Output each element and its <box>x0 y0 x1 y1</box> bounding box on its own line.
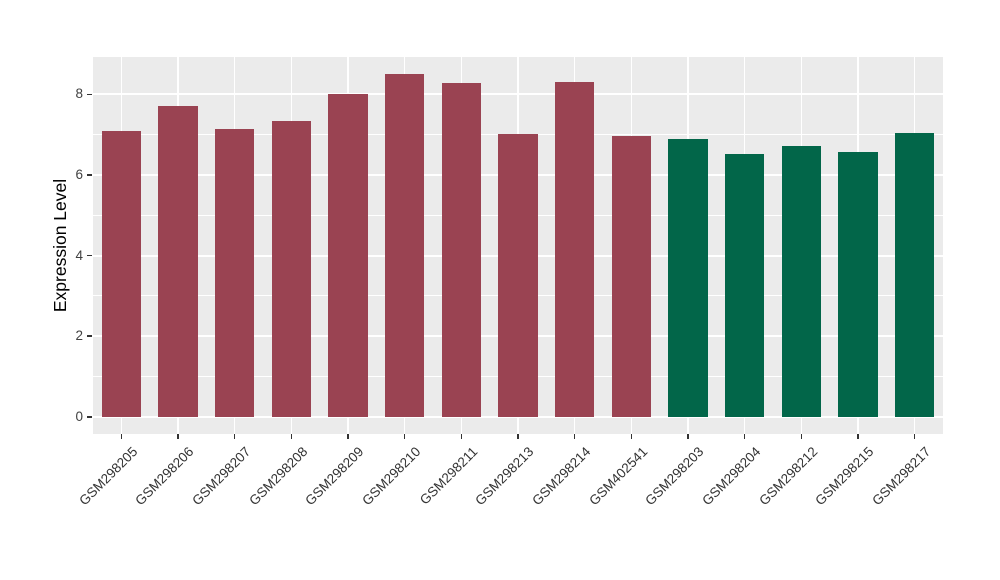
x-tick-label-GSM298215: GSM298215 <box>812 444 877 509</box>
x-tick-mark-GSM402541 <box>630 434 633 439</box>
x-tick-label-GSM298207: GSM298207 <box>189 444 254 509</box>
y-axis-title: Expression Level <box>50 178 71 313</box>
y-tick-label-0: 0 <box>75 408 83 424</box>
x-tick-mark-GSM298210 <box>403 434 406 439</box>
x-tick-label-GSM298206: GSM298206 <box>132 444 197 509</box>
x-tick-mark-GSM298204 <box>743 434 746 439</box>
bar-GSM402541 <box>611 135 652 417</box>
bar-GSM298206 <box>158 105 198 417</box>
x-tick-mark-GSM298208 <box>290 434 293 439</box>
x-tick-label-GSM298210: GSM298210 <box>359 444 424 509</box>
bar-GSM298209 <box>328 94 368 417</box>
x-tick-mark-GSM298203 <box>687 434 689 439</box>
x-tick-mark-GSM298217 <box>913 434 916 439</box>
bar-GSM298205 <box>101 130 142 417</box>
x-tick-label-GSM298205: GSM298205 <box>75 444 140 509</box>
y-tick-mark-8 <box>87 93 92 96</box>
y-tick-label-8: 8 <box>75 86 83 102</box>
bar-GSM298215 <box>838 151 878 417</box>
y-tick-mark-0 <box>87 416 92 418</box>
y-tick-label-2: 2 <box>75 328 83 344</box>
bar-GSM298204 <box>724 153 765 417</box>
bar-GSM298207 <box>214 128 255 417</box>
x-tick-label-GSM298203: GSM298203 <box>642 444 707 509</box>
bar-GSM298210 <box>384 74 425 417</box>
x-tick-mark-GSM298206 <box>177 434 179 439</box>
y-tick-mark-6 <box>87 174 92 176</box>
x-tick-label-GSM298217: GSM298217 <box>869 444 934 509</box>
x-tick-label-GSM298211: GSM298211 <box>416 444 480 508</box>
plot-panel <box>93 57 943 434</box>
x-tick-mark-GSM298213 <box>517 434 519 439</box>
x-tick-mark-GSM298209 <box>347 434 349 439</box>
x-tick-label-GSM298204: GSM298204 <box>699 444 764 509</box>
x-tick-label-GSM298209: GSM298209 <box>302 444 367 509</box>
bar-GSM298203 <box>668 139 708 417</box>
x-tick-mark-GSM298214 <box>573 434 576 439</box>
x-tick-label-GSM298213: GSM298213 <box>472 444 537 509</box>
bar-GSM298208 <box>271 121 312 417</box>
y-tick-mark-2 <box>87 335 92 337</box>
x-tick-label-GSM298214: GSM298214 <box>529 444 594 509</box>
bar-GSM298214 <box>554 81 595 417</box>
x-tick-mark-GSM298211 <box>460 434 463 439</box>
x-tick-label-GSM402541: GSM402541 <box>585 444 650 509</box>
x-tick-mark-GSM298207 <box>233 434 236 439</box>
y-tick-label-6: 6 <box>75 166 83 182</box>
x-tick-mark-GSM298215 <box>857 434 859 439</box>
bar-GSM298211 <box>441 82 482 417</box>
bar-GSM298212 <box>781 145 822 417</box>
y-tick-label-4: 4 <box>75 247 83 263</box>
y-tick-mark-4 <box>87 254 92 257</box>
x-tick-mark-GSM298205 <box>120 434 123 439</box>
x-tick-label-GSM298208: GSM298208 <box>245 444 310 509</box>
bar-GSM298213 <box>498 134 538 417</box>
bar-GSM298217 <box>894 133 935 417</box>
x-tick-label-GSM298212: GSM298212 <box>755 444 820 509</box>
y-axis-title-container: Expression Level <box>48 57 74 434</box>
x-tick-mark-GSM298212 <box>800 434 803 439</box>
